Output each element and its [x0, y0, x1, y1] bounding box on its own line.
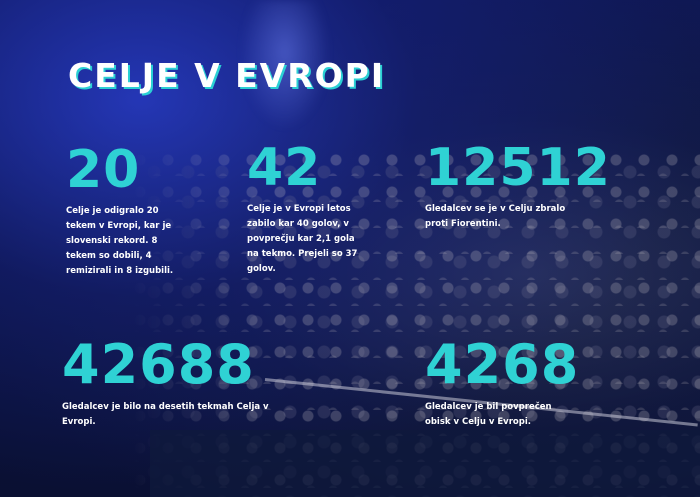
stat-description: Gledalcev je bil povprečen obisk v Celju… [425, 402, 552, 427]
stadium-banner [150, 430, 700, 497]
stat-description: Gledalcev je bilo na desetih tekmah Celj… [62, 402, 269, 427]
stat-matches: 20 Celje je odigralo 20 tekem v Evropi, … [66, 144, 184, 279]
stat-value: 20 [66, 140, 141, 200]
stat-description: Celje je odigralo 20 tekem v Evropi, kar… [66, 206, 174, 276]
stat-record-attendance: 12512 Gledalcev se je v Celju zbralo pro… [425, 142, 611, 232]
stat-value: 4268 [425, 333, 580, 396]
raised-hand-blur [240, 0, 330, 130]
stat-value: 12512 [425, 138, 611, 198]
stat-total-attendance: 42688 Gledalcev je bilo na desetih tekma… [62, 338, 277, 430]
stat-average-attendance: 4268 Gledalcev je bil povprečen obisk v … [425, 338, 579, 430]
stat-value: 42688 [62, 333, 255, 396]
stat-description: Celje je v Evropi letos zabilo kar 40 go… [247, 204, 358, 274]
stat-value: 42 [247, 138, 322, 198]
stat-description: Gledalcev se je v Celju zbralo proti Fio… [425, 204, 566, 229]
stat-goals: 42 Celje je v Evropi letos zabilo kar 40… [247, 142, 367, 277]
page-title: CELJE V EVROPI [68, 56, 386, 95]
